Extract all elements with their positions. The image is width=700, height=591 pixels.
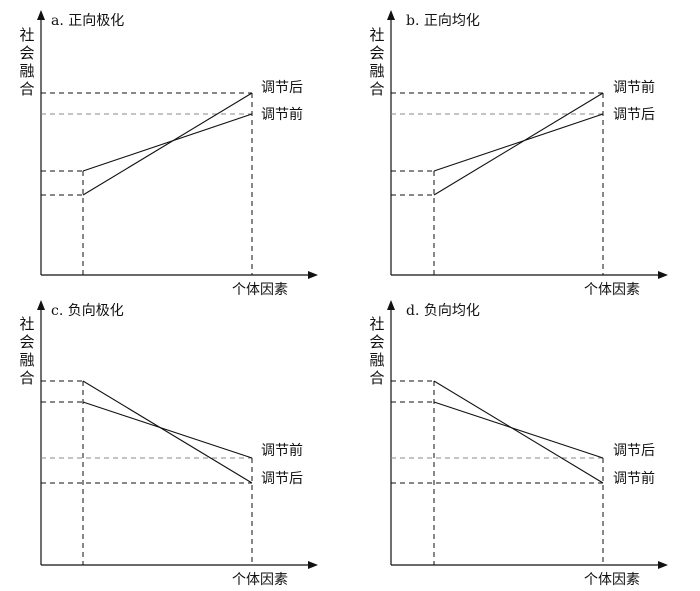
- y-label-char: 合: [369, 369, 384, 387]
- line-label: 调节前: [613, 470, 655, 487]
- line-label: 调节前: [261, 106, 303, 123]
- y-axis-arrow: [37, 300, 45, 310]
- y-label-char: 会: [19, 44, 34, 62]
- y-label-char: 融: [19, 62, 34, 80]
- x-axis-arrow: [658, 271, 668, 279]
- line-after-moderation: [433, 113, 604, 172]
- line-label: 调节后: [613, 443, 655, 459]
- panel-d: d. 负向均化 社 会 融 合 个体因素 调节后 调节前: [369, 300, 668, 588]
- panel-c: c. 负向极化 社 会 融 合 个体因素 调节前 调节后: [19, 300, 318, 588]
- y-label-char: 会: [369, 333, 384, 351]
- y-label-char: 合: [19, 80, 34, 98]
- y-label-char: 融: [19, 351, 34, 369]
- x-axis-label: 个体因素: [584, 282, 640, 298]
- x-axis-arrow: [658, 561, 668, 569]
- line-before-moderation: [82, 113, 253, 172]
- panel-title: d. 负向均化: [406, 303, 480, 319]
- y-axis-arrow: [37, 10, 45, 20]
- y-axis-arrow: [387, 10, 395, 20]
- y-axis-arrow: [387, 300, 395, 310]
- line-after-moderation: [82, 380, 253, 484]
- y-label-char: 社: [19, 315, 34, 333]
- panel-title: b. 正向均化: [406, 13, 480, 29]
- y-label-char: 社: [369, 26, 384, 44]
- line-label: 调节后: [261, 471, 303, 487]
- line-before-moderation: [82, 401, 253, 459]
- line-before-moderation: [433, 92, 604, 196]
- y-label-char: 社: [19, 26, 34, 44]
- x-axis-label: 个体因素: [584, 572, 640, 588]
- y-label-char: 融: [369, 351, 384, 369]
- x-axis-arrow: [308, 561, 318, 569]
- line-label: 调节后: [261, 80, 303, 96]
- panel-b: b. 正向均化 社 会 融 合 个体因素 调节前 调节后: [369, 10, 668, 298]
- y-label-char: 社: [369, 315, 384, 333]
- y-label-char: 合: [369, 80, 384, 98]
- y-label-char: 融: [369, 62, 384, 80]
- y-label-char: 会: [369, 44, 384, 62]
- x-axis-arrow: [308, 271, 318, 279]
- line-label: 调节前: [261, 442, 303, 459]
- y-label-char: 会: [19, 333, 34, 351]
- panel-title: c. 负向极化: [51, 303, 124, 319]
- line-label: 调节前: [613, 79, 655, 96]
- line-after-moderation: [433, 401, 604, 459]
- y-label-char: 合: [19, 369, 34, 387]
- x-axis-label: 个体因素: [232, 572, 288, 588]
- panel-a: a. 正向极化 社 会 融 合 个体因素 调节后 调节前: [19, 10, 318, 298]
- line-label: 调节后: [613, 107, 655, 123]
- panel-title: a. 正向极化: [51, 13, 124, 29]
- line-before-moderation: [433, 380, 604, 484]
- line-after-moderation: [82, 92, 253, 196]
- x-axis-label: 个体因素: [232, 282, 288, 298]
